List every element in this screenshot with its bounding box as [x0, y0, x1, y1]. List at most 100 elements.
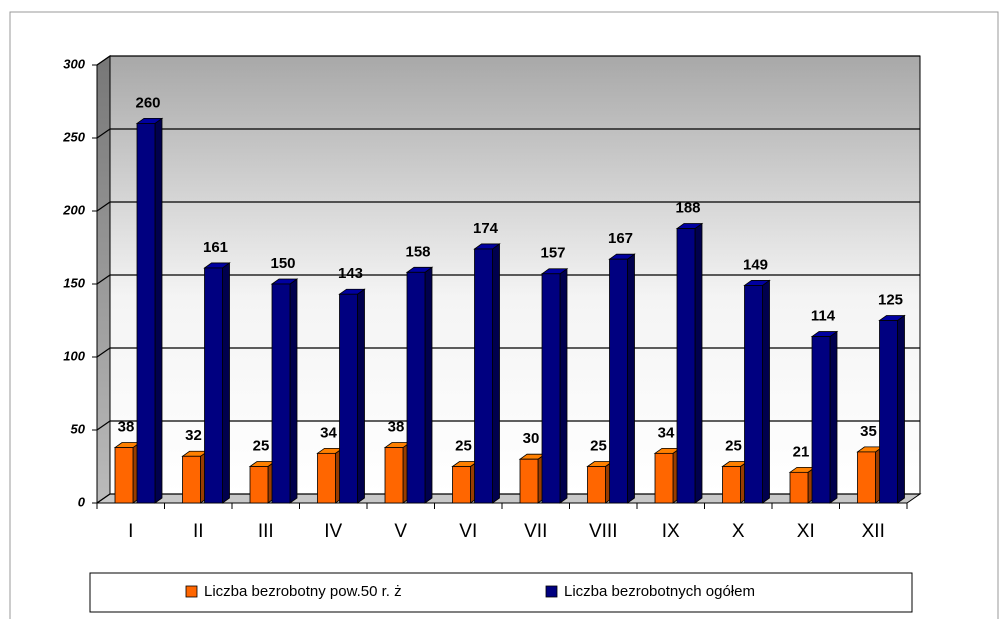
value-label: 35: [860, 423, 877, 440]
legend-label: Liczba bezrobotny pow.50 r. ż: [204, 583, 402, 600]
bar-front: [182, 455, 201, 504]
bar: [518, 453, 547, 504]
frame: [9, 11, 999, 619]
bar: [856, 446, 884, 504]
value-label: 34: [320, 424, 337, 441]
grid-line: [96, 128, 920, 139]
bar: [248, 460, 277, 504]
value-label: 32: [185, 427, 202, 444]
value-label: 143: [338, 265, 363, 282]
x-tick-label: III: [258, 521, 274, 542]
x-tick-label: X: [732, 521, 745, 542]
bar-front: [789, 471, 809, 504]
value-label: 161: [203, 239, 228, 256]
x-tick-label: I: [128, 521, 133, 542]
bar-front: [204, 267, 223, 504]
bar: [586, 460, 614, 504]
bar-front: [541, 273, 561, 504]
bar-front: [474, 248, 493, 504]
bar-front: [654, 452, 674, 504]
y-tick-label: 0: [78, 494, 86, 509]
bar: [451, 460, 479, 504]
value-label: 188: [675, 199, 700, 216]
bar: [316, 447, 344, 504]
value-label: 150: [270, 255, 295, 272]
y-tick-label: 250: [62, 129, 85, 144]
bar-side: [492, 243, 500, 504]
grid-line: [96, 55, 920, 66]
bar: [810, 330, 839, 504]
value-label: 25: [455, 437, 472, 454]
value-label: 34: [658, 424, 675, 441]
bar-front: [587, 466, 606, 504]
legend-label: Liczba bezrobotnych ogółem: [564, 583, 755, 600]
bar-front: [744, 285, 763, 504]
y-tick-label: 150: [63, 275, 85, 290]
bar: [721, 460, 749, 504]
bar: [203, 262, 231, 504]
bar-front: [857, 451, 876, 504]
bar-side: [289, 278, 298, 504]
value-label: 25: [725, 437, 742, 454]
x-tick-label: XII: [862, 521, 885, 542]
bar: [540, 268, 569, 504]
legend-swatch: [185, 585, 198, 598]
bar: [113, 441, 142, 504]
bar-side: [897, 314, 905, 504]
x-tick-label: IV: [324, 521, 342, 542]
bar-front: [609, 258, 628, 504]
bar-front: [114, 447, 134, 504]
bar-front: [452, 466, 471, 504]
bar: [181, 450, 209, 504]
x-tick-label: V: [394, 521, 407, 542]
grid-line: [96, 347, 920, 358]
value-label: 21: [793, 443, 810, 460]
bar: [608, 253, 636, 504]
bar: [788, 466, 817, 504]
bar-front: [384, 447, 404, 504]
bar: [338, 288, 366, 504]
bar-front: [249, 466, 269, 504]
bar-front: [722, 466, 741, 504]
grid-line: [96, 493, 920, 504]
bar-side: [559, 268, 568, 504]
x-tick-label: II: [193, 521, 204, 542]
value-label: 167: [608, 230, 633, 247]
bar: [743, 279, 771, 504]
value-label: 114: [811, 308, 836, 325]
bar-side: [222, 262, 230, 504]
bar: [878, 314, 906, 504]
value-label: 38: [388, 418, 405, 435]
y-tick-label: 300: [63, 56, 85, 71]
x-tick-label: VI: [459, 521, 477, 542]
grid-line: [96, 420, 920, 431]
bar-side: [357, 288, 365, 504]
bar-front: [271, 283, 291, 504]
y-tick-label: 100: [63, 348, 85, 363]
bar-side: [424, 266, 433, 504]
bar-front: [676, 228, 696, 504]
bar-front: [136, 123, 156, 504]
bar-side: [694, 222, 703, 504]
x-tick-label: XI: [797, 521, 815, 542]
grid-line: [96, 201, 920, 212]
bar-side: [154, 117, 163, 504]
value-label: 158: [405, 243, 430, 260]
value-label: 25: [590, 437, 607, 454]
value-label: 38: [118, 418, 135, 435]
bar-front: [339, 293, 358, 504]
y-tick-label: 50: [71, 421, 86, 436]
value-label: 149: [743, 256, 768, 273]
y-tick-label: 200: [62, 202, 85, 217]
bar: [675, 222, 704, 504]
value-label: 125: [878, 291, 903, 308]
legend-swatch: [545, 585, 558, 598]
grid-line: [96, 274, 920, 285]
x-tick-label: VII: [524, 521, 547, 542]
bar-side: [829, 330, 838, 504]
bar: [405, 266, 434, 504]
value-label: 260: [135, 94, 160, 111]
bar: [135, 117, 164, 504]
